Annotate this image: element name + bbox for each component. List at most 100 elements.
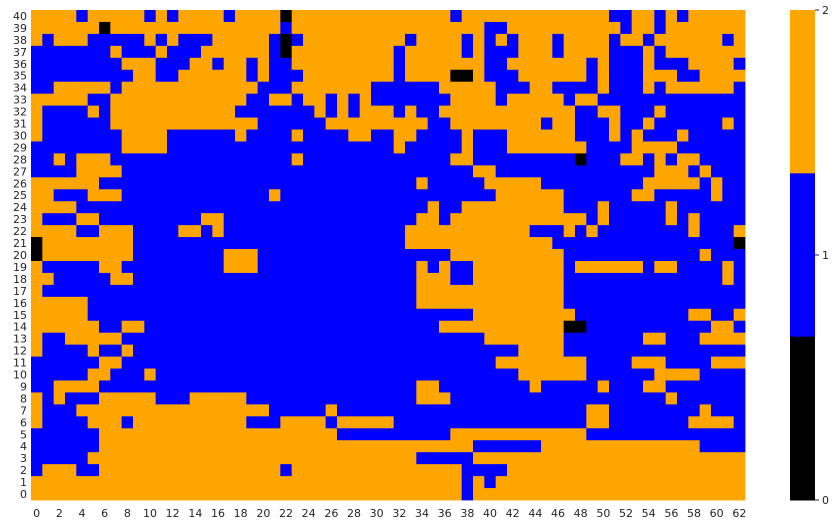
heatmap-cell-row-27-col-59 — [699, 165, 712, 178]
heatmap-cell-row-38-col-46 — [552, 33, 565, 47]
heatmap-cell-row-26-col-54 — [643, 177, 701, 190]
heatmap-cell-row-37-col-54 — [643, 45, 655, 59]
heatmap-cell-row-32-col-1 — [42, 105, 89, 118]
heatmap-cell-row-19-col-20 — [257, 260, 417, 274]
heatmap-cell-row-30-col-53 — [631, 129, 644, 142]
heatmap-cell-row-30-col-38 — [461, 129, 474, 142]
heatmap-cell-row-14-col-6 — [99, 320, 123, 334]
heatmap-cell-row-28-col-59 — [699, 153, 746, 166]
heatmap-cell-row-29-col-8 — [121, 141, 168, 154]
heatmap-cell-row-6-col-32 — [393, 416, 587, 429]
heatmap-cell-row-1-col-39 — [473, 476, 485, 489]
heatmap-cell-row-8-col-11 — [155, 392, 191, 405]
heatmap-cell-row-33-col-29 — [359, 93, 372, 107]
heatmap-cell-row-30-col-51 — [609, 129, 621, 142]
heatmap-cell-row-9-col-51 — [609, 380, 644, 393]
colorbar-tick-label: 1 — [822, 249, 829, 262]
heatmap-cell-row-34-col-8 — [121, 81, 259, 95]
x-tick-label: 10 — [143, 507, 157, 520]
x-tick-label: 12 — [166, 507, 180, 520]
heatmap-cell-row-10-col-55 — [654, 368, 701, 381]
heatmap-cell-row-40-col-4 — [76, 10, 89, 23]
heatmap-cell-row-13-col-59 — [699, 332, 746, 346]
heatmap-cell-row-32-col-52 — [620, 105, 655, 118]
heatmap-cell-row-5-col-37 — [450, 428, 587, 441]
heatmap-cell-row-31-col-62 — [733, 117, 746, 130]
heatmap-cell-row-38-col-61 — [722, 33, 735, 47]
heatmap-cell-row-10-col-11 — [155, 368, 519, 381]
heatmap-cell-row-6-col-19 — [246, 416, 281, 429]
heatmap-cell-row-7-col-27 — [337, 404, 587, 417]
heatmap-cell-row-19-col-54 — [643, 260, 655, 274]
heatmap-cell-row-2-col-4 — [76, 464, 100, 477]
heatmap-cell-row-26-col-34 — [416, 177, 429, 190]
y-tick-label: 25 — [13, 189, 27, 202]
heatmap-cell-row-20-col-59 — [699, 249, 712, 262]
heatmap-cell-row-10-col-43 — [518, 368, 587, 381]
heatmap-cell-row-31-col-7 — [110, 117, 259, 130]
heatmap-cell-row-39-col-0 — [31, 21, 100, 35]
heatmap-cell-row-24-col-35 — [427, 201, 440, 214]
heatmap-cell-row-8-col-1 — [42, 392, 55, 405]
heatmap-cell-row-24-col-38 — [461, 201, 565, 214]
heatmap-cell-row-33-col-23 — [291, 93, 304, 107]
heatmap-cell-row-38-col-40 — [484, 33, 497, 47]
x-tick-label: 4 — [79, 507, 86, 520]
heatmap-cell-row-19-col-37 — [450, 260, 474, 274]
heatmap-cell-row-29-col-38 — [461, 141, 474, 154]
heatmap-cell-row-35-col-49 — [586, 69, 599, 83]
heatmap-cell-row-18-col-0 — [31, 272, 55, 286]
heatmap-cell-row-12-col-0 — [31, 344, 43, 357]
heatmap-cell-row-32-col-27 — [337, 105, 349, 118]
heatmap-cell-row-30-col-0 — [31, 129, 43, 142]
heatmap-cell-row-30-col-12 — [167, 129, 236, 142]
heatmap-cell-row-7-col-1 — [42, 404, 77, 417]
heatmap-cell-row-20-col-20 — [257, 249, 451, 262]
heatmap-cell-row-15-col-48 — [575, 308, 689, 322]
heatmap-cell-row-28-col-2 — [53, 153, 66, 166]
heatmap-cell-row-4-col-45 — [541, 440, 701, 453]
heatmap-cell-row-9-col-54 — [643, 380, 667, 393]
heatmap-cell-row-40-col-0 — [31, 10, 77, 23]
heatmap-cell-row-36-col-32 — [393, 57, 406, 71]
heatmap-cell-row-40-col-13 — [178, 10, 225, 23]
heatmap-cell-row-39-col-23 — [291, 21, 485, 35]
heatmap-cell-row-7-col-4 — [76, 404, 270, 417]
heatmap-cell-row-40-col-12 — [167, 10, 179, 23]
heatmap-cell-row-0-col-39 — [473, 488, 746, 501]
x-tick-label: 18 — [234, 507, 248, 520]
heatmap-cell-row-34-col-30 — [371, 81, 440, 95]
heatmap-cell-row-37-col-12 — [167, 45, 202, 59]
x-tick-label: 24 — [302, 507, 316, 520]
heatmap-cell-row-35-col-24 — [303, 69, 395, 83]
y-tick-label: 28 — [13, 153, 27, 166]
heatmap-cell-row-36-col-14 — [189, 57, 213, 71]
heatmap-cell-row-14-col-47 — [563, 320, 587, 334]
heatmap-cell-row-38-col-5 — [87, 33, 145, 47]
heatmap-cell-row-33-col-7 — [110, 93, 247, 107]
heatmap-cell-row-24-col-36 — [439, 201, 463, 214]
heatmap-cell-row-29-col-33 — [405, 141, 463, 154]
heatmap-cell-row-14-col-8 — [121, 320, 145, 334]
heatmap-cell-row-32-col-18 — [235, 105, 315, 118]
heatmap-cell-row-9-col-44 — [529, 380, 542, 393]
heatmap-cell-row-38-col-11 — [155, 33, 168, 47]
x-tick-label: 26 — [324, 507, 338, 520]
heatmap-cell-row-35-col-13 — [178, 69, 247, 83]
heatmap-cell-row-12-col-5 — [87, 344, 100, 357]
heatmap-cell-row-22-col-50 — [597, 225, 689, 238]
heatmap-cell-row-28-col-0 — [31, 153, 55, 166]
y-tick-label: 22 — [13, 225, 27, 238]
heatmap-cell-row-13-col-40 — [484, 332, 565, 346]
heatmap-cell-row-28-col-37 — [450, 153, 474, 166]
heatmap-cell-row-35-col-59 — [699, 69, 746, 83]
heatmap-cell-row-7-col-0 — [31, 404, 43, 417]
heatmap-cell-row-32-col-26 — [325, 105, 338, 118]
heatmap-cell-row-38-col-10 — [144, 33, 157, 47]
y-tick-label: 27 — [13, 165, 27, 178]
heatmap-cell-row-27-col-58 — [688, 165, 701, 178]
heatmap-cell-row-18-col-2 — [53, 272, 111, 286]
heatmap-cell-row-20-col-60 — [711, 249, 746, 262]
colorbar-tick-label: 2 — [822, 4, 829, 17]
heatmap-cell-row-40-col-23 — [291, 10, 451, 23]
